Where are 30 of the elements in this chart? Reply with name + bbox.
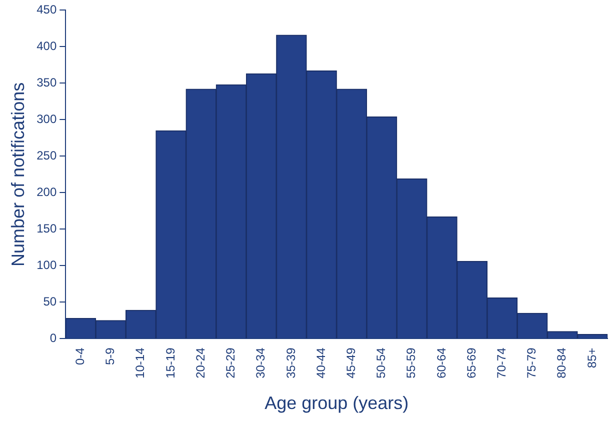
x-tick-label: 50-54 bbox=[374, 347, 388, 378]
x-tick-label: 40-44 bbox=[314, 347, 328, 378]
x-tick-label: 30-34 bbox=[254, 347, 268, 378]
y-tick-label: 0 bbox=[50, 331, 57, 346]
x-tick-label: 15-19 bbox=[163, 347, 178, 378]
y-tick-label: 200 bbox=[36, 185, 57, 200]
y-tick-label: 100 bbox=[36, 258, 57, 272]
x-tick-label: 25-29 bbox=[224, 347, 238, 378]
y-tick-label: 50 bbox=[43, 294, 57, 309]
x-tick-label: 60-64 bbox=[434, 347, 448, 378]
x-tick-label: 20-24 bbox=[193, 347, 208, 378]
x-tick-label: 80-84 bbox=[554, 347, 569, 378]
x-tick-label: 5-9 bbox=[103, 347, 118, 366]
x-tick-label: 65-69 bbox=[464, 347, 478, 378]
x-tick-label: 0-4 bbox=[72, 347, 87, 366]
x-axis-title: Age group (years) bbox=[264, 393, 409, 414]
x-tick-label: 70-74 bbox=[494, 347, 509, 378]
y-tick-label: 300 bbox=[36, 112, 57, 126]
y-tick-label: 400 bbox=[36, 39, 57, 54]
y-tick-label: 250 bbox=[36, 148, 57, 163]
x-tick-label: 55-59 bbox=[404, 347, 418, 378]
x-tick-label: 35-39 bbox=[284, 347, 298, 378]
y-tick-label: 150 bbox=[36, 222, 57, 236]
x-tick-label: 75-79 bbox=[524, 347, 539, 378]
x-tick-label: 45-49 bbox=[344, 347, 358, 378]
y-tick-label: 350 bbox=[36, 76, 57, 90]
y-axis-title: Number of notifications bbox=[8, 82, 28, 266]
x-tick-label: 10-14 bbox=[133, 347, 148, 378]
y-tick-label: 450 bbox=[36, 2, 57, 17]
x-tick-label: 85+ bbox=[584, 348, 599, 368]
